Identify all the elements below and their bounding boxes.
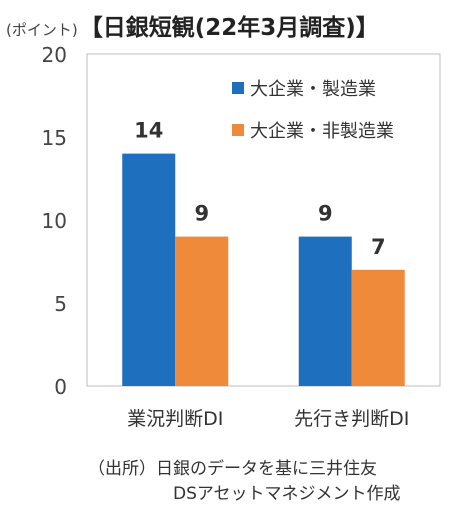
data-label: 14 [134, 119, 163, 143]
legend-swatch [232, 124, 244, 136]
y-tick-label: 0 [54, 375, 67, 399]
data-label: 9 [194, 202, 209, 226]
chart-title: 【日銀短観(22年3月調査)】 [79, 15, 379, 41]
source-line-2: DSアセットマネジメント作成 [173, 484, 401, 504]
legend-label: 大企業・非製造業 [250, 121, 394, 142]
bar [298, 236, 352, 386]
y-tick-label: 5 [54, 292, 67, 316]
chart-title-block: (ポイント)【日銀短観(22年3月調査)】 [6, 8, 379, 42]
data-label: 7 [371, 235, 386, 259]
bar [351, 269, 405, 386]
data-label: 9 [318, 202, 333, 226]
legend-label: 大企業・製造業 [250, 79, 376, 100]
bar [122, 153, 176, 386]
bar [175, 236, 229, 386]
legend-swatch [232, 82, 244, 94]
y-tick-label: 15 [42, 126, 67, 150]
y-tick-label: 10 [42, 209, 67, 233]
unit-label: (ポイント) [6, 21, 78, 39]
source-line-1: （出所）日銀のデータを基に三井住友 [88, 459, 377, 479]
y-tick-label: 20 [42, 43, 67, 67]
category-label: 先行き判断DI [294, 408, 409, 430]
category-label: 業況判断DI [127, 408, 223, 430]
plot-area-border [86, 53, 441, 387]
source-note: （出所）日銀のデータを基に三井住友 DSアセットマネジメント作成 [88, 457, 401, 507]
